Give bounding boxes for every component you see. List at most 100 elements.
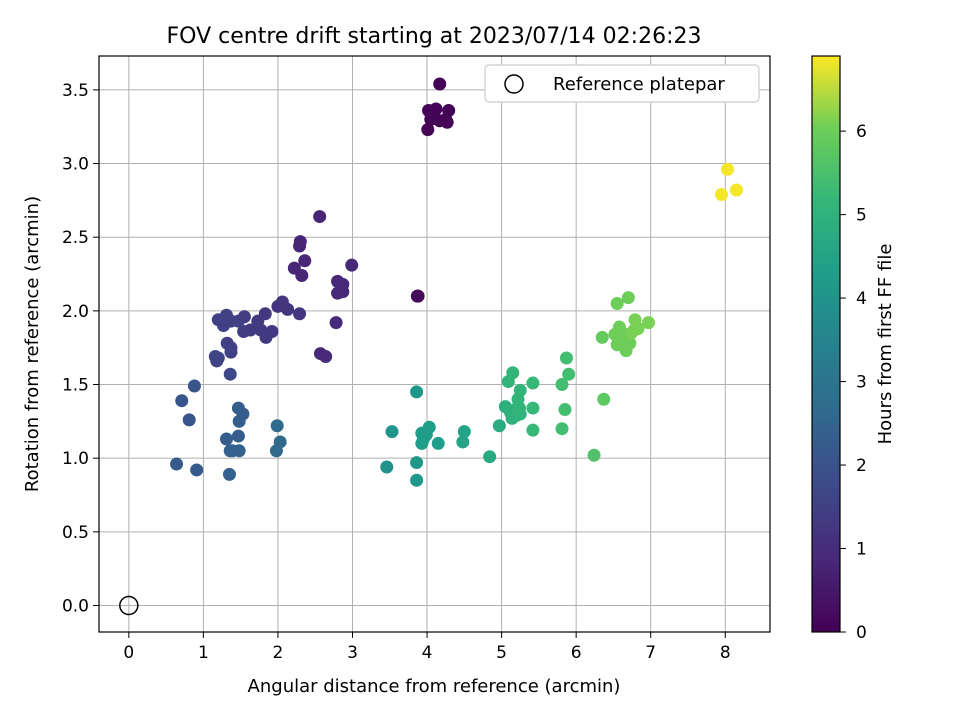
data-point — [269, 444, 283, 458]
y-tick-label: 0.0 — [62, 596, 89, 616]
data-point — [555, 378, 569, 392]
grid-lines — [99, 56, 770, 632]
data-point — [587, 448, 601, 462]
colorbar-label: Hours from first FF file — [875, 244, 896, 445]
data-point — [526, 376, 540, 390]
data-point — [433, 77, 447, 91]
data-point — [429, 102, 443, 116]
data-point — [293, 239, 307, 253]
data-point — [595, 330, 609, 344]
data-point — [513, 383, 527, 397]
x-tick-label: 7 — [645, 643, 656, 663]
data-point — [483, 450, 497, 464]
data-point — [281, 302, 295, 316]
data-point — [627, 323, 641, 337]
colorbar-tick-label: 4 — [856, 289, 867, 309]
x-tick-label: 6 — [571, 643, 582, 663]
colorbar-ticks: 0 1 2 3 4 5 6 — [840, 122, 867, 643]
y-tick-label: 3.0 — [62, 155, 89, 175]
data-point — [385, 425, 399, 439]
legend: Reference platepar — [484, 64, 760, 103]
x-tick-label: 1 — [198, 643, 209, 663]
y-axis-label: Rotation from reference (arcmin) — [22, 196, 43, 492]
legend-box — [484, 64, 760, 103]
y-tick-label: 1.0 — [62, 449, 89, 469]
data-point — [641, 316, 655, 330]
data-point — [415, 436, 429, 450]
data-point — [610, 296, 624, 310]
data-point — [421, 123, 435, 137]
data-point — [345, 258, 359, 272]
x-axis-label: Angular distance from reference (arcmin) — [248, 676, 621, 697]
data-point — [270, 419, 284, 433]
chart-title: FOV centre drift starting at 2023/07/14 … — [167, 24, 702, 49]
y-tick-label: 2.0 — [62, 302, 89, 322]
data-point — [224, 345, 238, 359]
colorbar-tick-label: 3 — [856, 373, 867, 393]
data-point — [182, 413, 196, 427]
data-point — [231, 429, 245, 443]
data-point — [329, 316, 343, 330]
data-point — [223, 367, 237, 381]
data-point — [621, 291, 635, 305]
data-point — [187, 379, 201, 393]
data-point — [313, 210, 327, 224]
data-point — [210, 354, 224, 368]
x-tick-label: 3 — [347, 643, 358, 663]
data-point — [237, 324, 251, 338]
data-point — [431, 436, 445, 450]
data-point — [170, 457, 184, 471]
data-point — [298, 254, 312, 268]
data-point — [217, 319, 231, 333]
x-tick-label: 8 — [720, 643, 731, 663]
data-point — [319, 350, 333, 364]
data-point — [558, 403, 572, 417]
data-point — [597, 392, 611, 406]
data-point — [721, 162, 735, 176]
data-point — [190, 463, 204, 477]
data-points — [170, 77, 743, 487]
x-tick-label: 0 — [123, 643, 134, 663]
legend-marker-icon — [504, 74, 524, 94]
data-point — [336, 285, 350, 299]
data-point — [293, 307, 307, 321]
data-point — [410, 385, 424, 399]
x-tick-label: 5 — [496, 643, 507, 663]
data-point — [219, 432, 233, 446]
data-point — [526, 401, 540, 415]
axis-ticks: 0 1 2 3 4 5 6 7 8 0.0 0.5 1.0 1.5 2.0 2.5 3.0 3.5 — [62, 81, 731, 663]
y-tick-label: 0.5 — [62, 523, 89, 543]
data-point — [410, 289, 424, 303]
y-tick-label: 3.5 — [62, 81, 89, 101]
plot-background — [99, 56, 770, 632]
data-point — [222, 467, 236, 481]
data-point — [715, 187, 729, 201]
reference-platepar-marker — [119, 595, 139, 616]
data-point — [729, 183, 743, 197]
colorbar-tick-label: 6 — [856, 122, 867, 142]
data-point — [232, 414, 246, 428]
colorbar-gradient — [811, 55, 841, 633]
data-point — [526, 423, 540, 437]
data-point — [232, 444, 246, 458]
colorbar-tick-label: 5 — [856, 206, 867, 226]
data-point — [440, 115, 454, 129]
data-point — [456, 435, 470, 449]
colorbar-tick-label: 1 — [856, 540, 867, 560]
data-point — [555, 422, 569, 436]
y-tick-label: 2.5 — [62, 228, 89, 248]
legend-entry-label: Reference platepar — [553, 74, 725, 95]
data-point — [506, 366, 520, 380]
data-point — [380, 460, 394, 474]
data-point — [175, 394, 189, 408]
data-point — [295, 268, 309, 282]
data-point — [410, 473, 424, 487]
data-point — [457, 425, 471, 439]
data-point — [562, 367, 576, 381]
y-tick-label: 1.5 — [62, 376, 89, 396]
colorbar-tick-label: 0 — [856, 623, 867, 643]
x-tick-label: 2 — [273, 643, 284, 663]
plot-frame — [98, 55, 771, 633]
colorbar: 0 1 2 3 4 5 6 Hours from first FF file — [811, 55, 896, 643]
